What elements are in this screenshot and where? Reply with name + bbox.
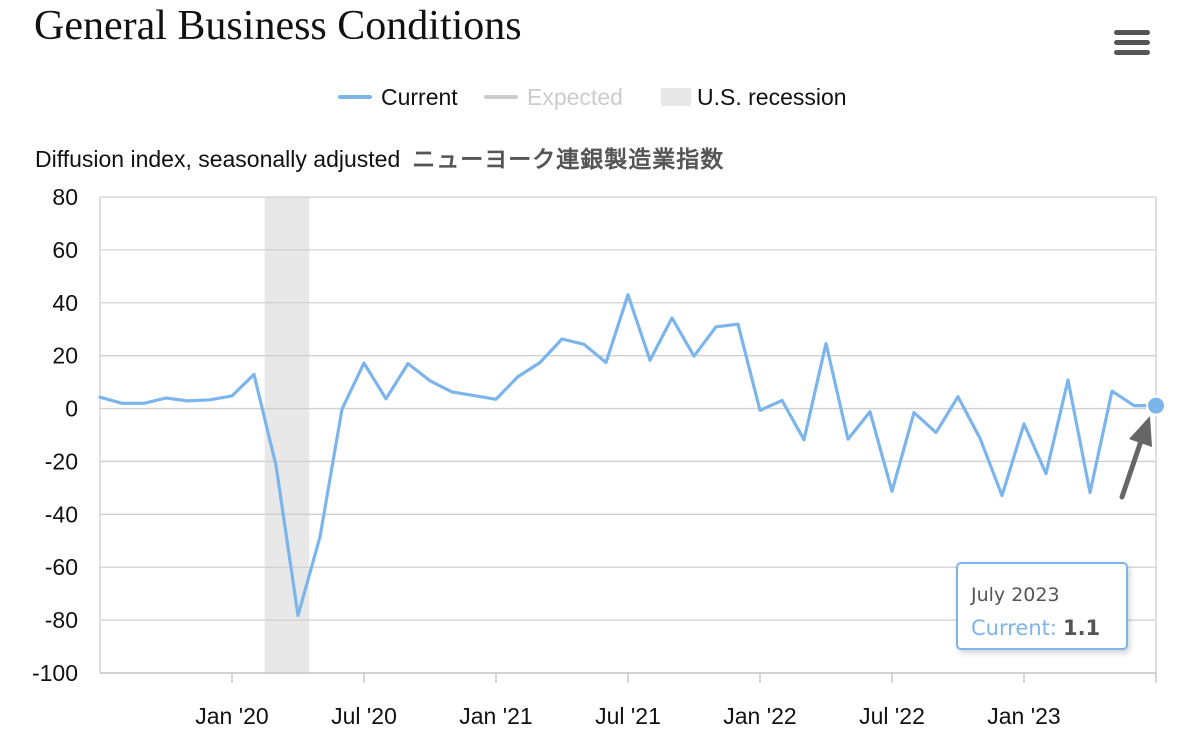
x-tick-label: Jul '20 [331,703,397,729]
y-tick-label: 20 [52,343,78,369]
y-tick-label: -20 [45,448,78,474]
japanese-annotation: ニューヨーク連銀製造業指数 [412,146,725,172]
hamburger-menu-icon[interactable] [1112,26,1152,60]
chart-legend: Current Expected U.S. recession [0,80,1182,114]
y-tick-label: 80 [52,184,78,210]
legend-item-current[interactable]: Current [338,80,458,114]
x-tick-label: Jul '21 [595,703,661,729]
x-tick-label: Jan '21 [459,703,532,729]
y-tick-label: 0 [65,396,78,422]
y-tick-label: -40 [45,501,78,527]
legend-expected-swatch [484,95,518,99]
x-tick-label: Jan '22 [723,703,796,729]
chart-title: General Business Conditions [34,3,522,49]
tooltip-series: Current: 1.1 [971,616,1100,640]
data-point-current-latest [1146,395,1166,416]
x-tick-label: Jan '23 [987,703,1060,729]
y-tick-label: -100 [32,660,78,686]
tooltip-value: 1.1 [1062,616,1101,640]
y-tick-label: -60 [45,554,78,580]
tooltip-series-label: Current: [971,616,1057,640]
legend-recession-label: U.S. recession [697,83,847,110]
legend-current-label: Current [381,83,458,110]
recession-band [264,197,310,673]
x-tick-label: Jul '22 [859,703,925,729]
arrow-icon [1119,438,1144,500]
x-tick-label: Jan '20 [195,703,268,729]
legend-current-swatch [338,95,372,99]
series-line-current [98,293,1158,618]
tooltip-date: July 2023 [971,584,1060,606]
arrow-head-icon [1129,416,1152,447]
y-axis-description: Diffusion index, seasonally adjusted [35,146,401,172]
tooltip: July 2023 Current: 1.1 [956,562,1128,650]
y-tick-label: -80 [45,607,78,633]
chart-subtitle: Diffusion index, seasonally adjusted ニューヨ… [35,140,724,174]
y-tick-label: 60 [52,237,78,263]
legend-expected-label: Expected [527,83,623,110]
legend-recession-swatch [661,88,691,106]
legend-item-recession[interactable]: U.S. recession [661,80,847,114]
legend-item-expected[interactable]: Expected [484,80,623,114]
y-tick-label: 40 [52,290,78,316]
